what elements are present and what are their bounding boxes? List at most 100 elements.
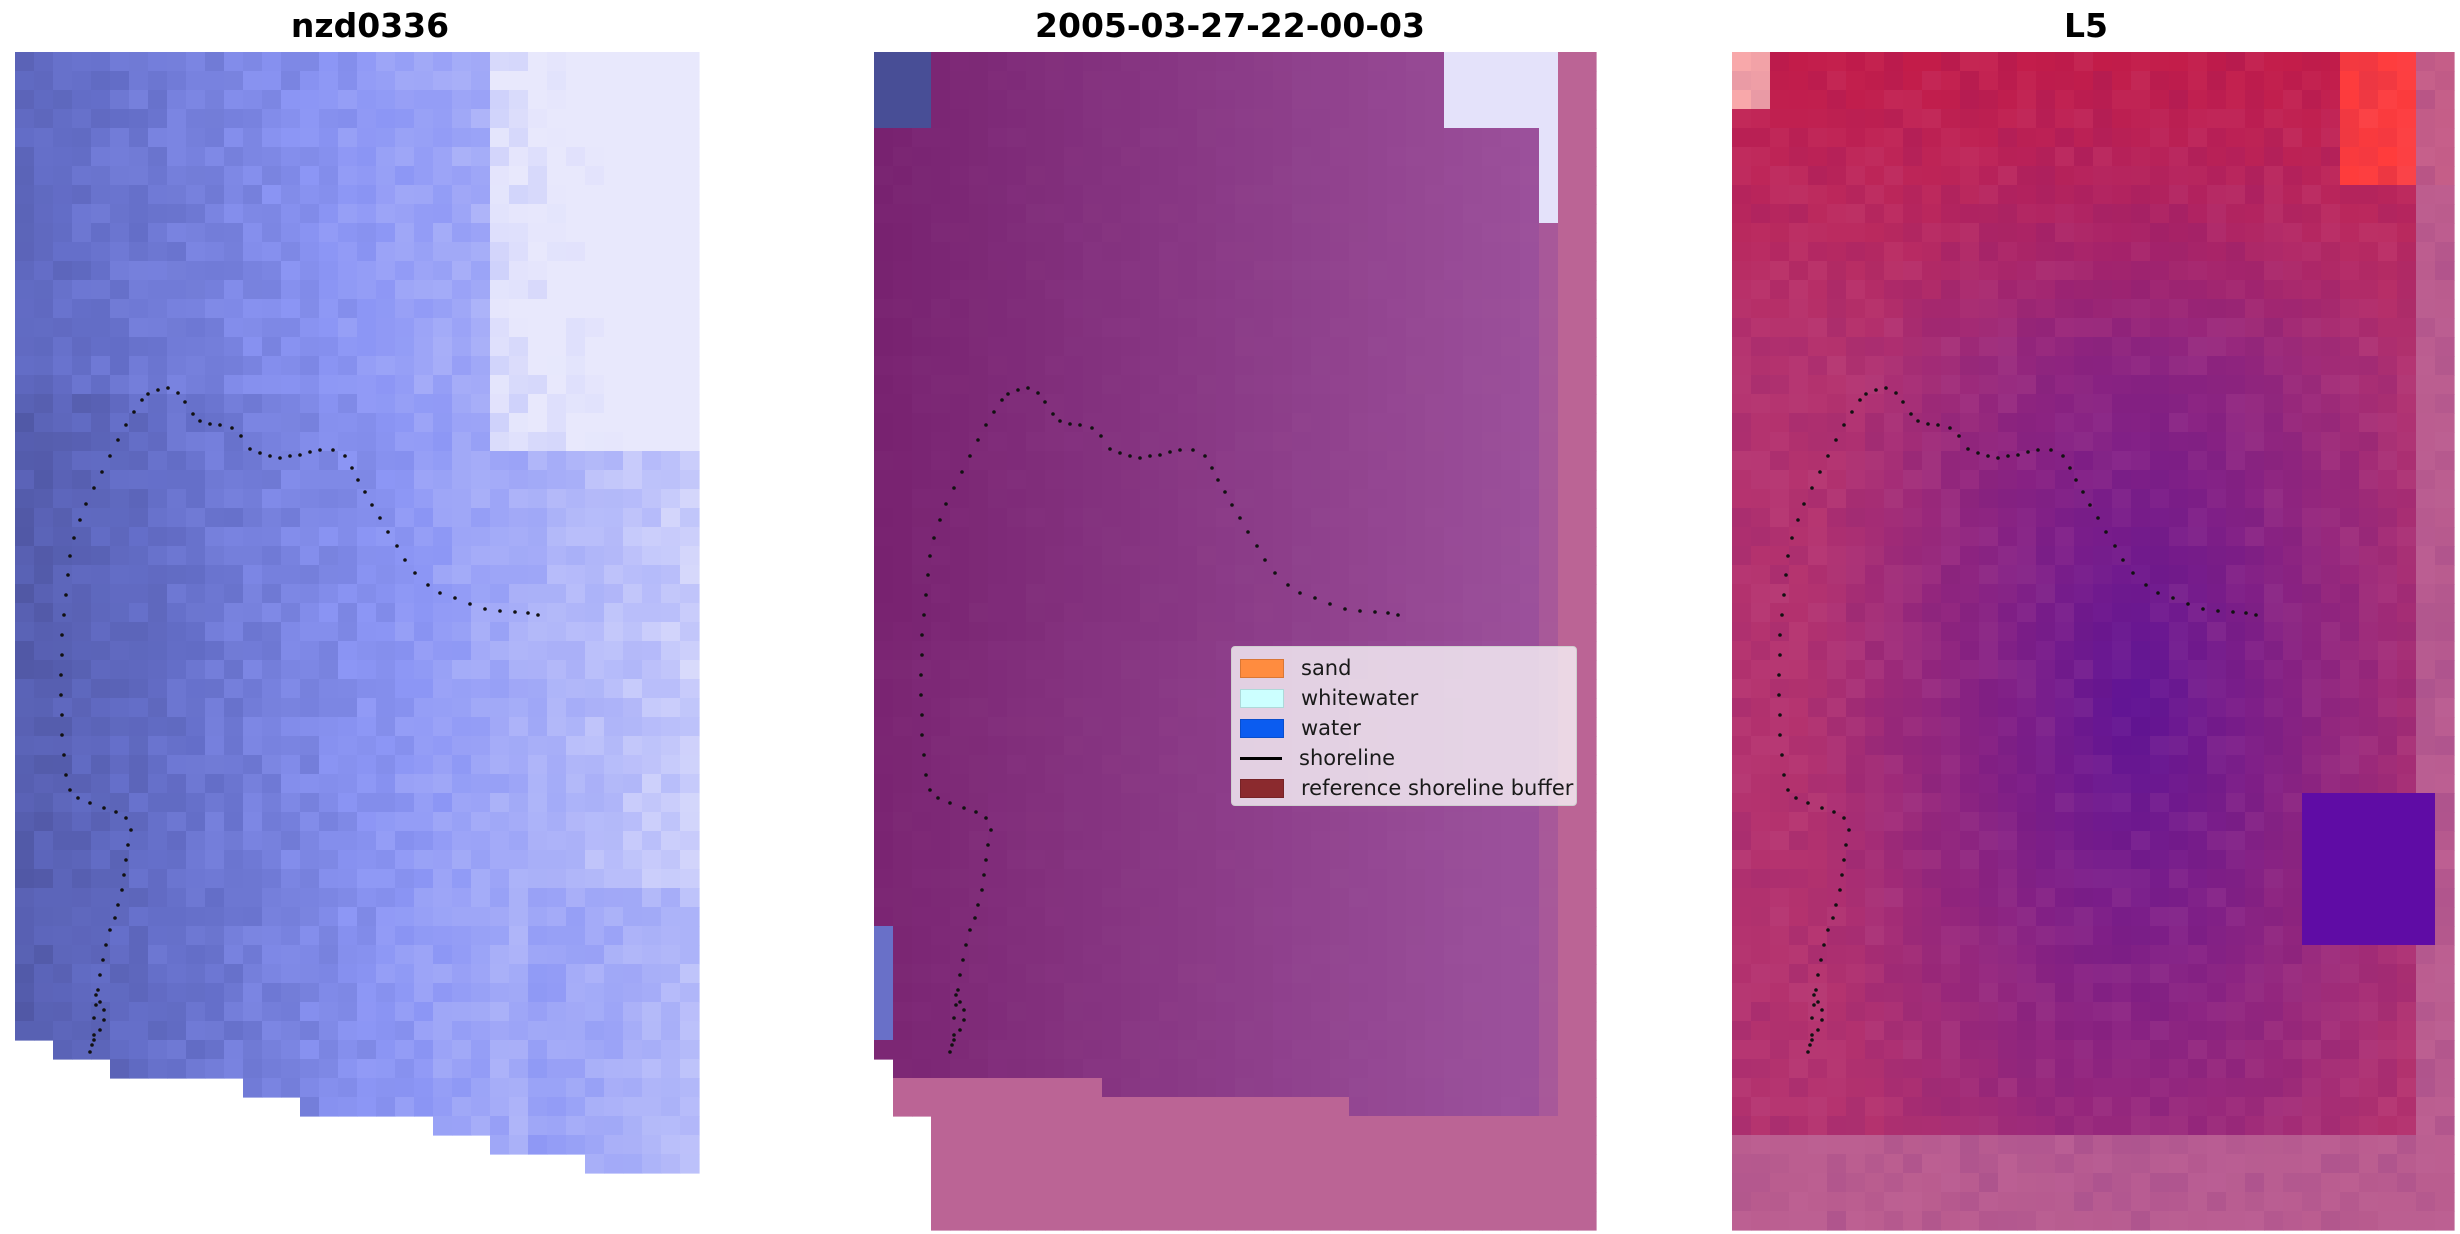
shoreline-point <box>1099 434 1103 438</box>
shoreline-point <box>120 888 124 892</box>
reference-buffer-swatch <box>1240 778 1284 798</box>
shoreline-point <box>108 928 112 932</box>
shoreline-point <box>76 796 80 800</box>
shoreline-point <box>1006 392 1010 396</box>
shoreline-point <box>928 788 932 792</box>
shoreline-point <box>513 610 517 614</box>
shoreline-point <box>403 558 407 562</box>
shoreline-point <box>1818 470 1822 474</box>
shoreline-point <box>952 1016 956 1020</box>
shoreline-point <box>932 536 936 540</box>
shoreline-point <box>116 903 120 907</box>
shoreline-point <box>956 988 960 992</box>
shoreline-point <box>1043 400 1047 404</box>
shoreline-point <box>218 423 222 427</box>
shoreline-point <box>1806 801 1810 805</box>
shoreline-point <box>1016 388 1020 392</box>
shoreline-point <box>98 1000 102 1004</box>
shoreline-point <box>1178 448 1182 452</box>
shoreline-point <box>1203 454 1207 458</box>
shoreline-point <box>298 453 302 457</box>
shoreline-point <box>952 1038 956 1042</box>
shoreline-point <box>343 454 347 458</box>
shoreline-point <box>453 596 457 600</box>
shoreline-point <box>1168 450 1172 454</box>
shoreline-point <box>1850 410 1854 414</box>
shoreline-point <box>258 451 262 455</box>
shoreline-point <box>1826 928 1830 932</box>
shoreline-point <box>92 1033 96 1037</box>
shoreline-point <box>973 916 977 920</box>
shoreline-point <box>1158 453 1162 457</box>
shoreline-point <box>1358 609 1362 613</box>
shoreline-point <box>96 988 100 992</box>
shoreline-point <box>948 1050 952 1054</box>
shoreline-point <box>1298 591 1302 595</box>
shoreline-point <box>1808 1043 1812 1047</box>
shoreline-point <box>1819 958 1823 962</box>
shoreline-point <box>1834 903 1838 907</box>
shoreline-point <box>1273 571 1277 575</box>
shoreline-point <box>1068 422 1072 426</box>
shoreline-point <box>1810 1038 1814 1042</box>
shoreline-point <box>1884 386 1888 390</box>
shoreline-point <box>1138 456 1142 460</box>
shoreline-point <box>239 434 243 438</box>
shoreline-point <box>1778 713 1782 717</box>
shoreline-point <box>183 400 187 404</box>
shoreline-point <box>968 454 972 458</box>
shoreline-point <box>1210 466 1214 470</box>
shoreline-point <box>1812 1003 1816 1007</box>
shoreline-point <box>230 426 234 430</box>
shoreline-point <box>2006 454 2010 458</box>
shoreline-point <box>982 873 986 877</box>
shoreline-point <box>62 753 66 757</box>
shoreline-point <box>1844 843 1848 847</box>
shoreline-point <box>1790 536 1794 540</box>
shoreline-point <box>1108 447 1112 451</box>
shoreline-point <box>90 1043 94 1047</box>
shoreline-point <box>1786 554 1790 558</box>
shoreline-point <box>370 503 374 507</box>
shoreline-point <box>1826 454 1830 458</box>
shoreline-point <box>318 448 322 452</box>
shoreline-point <box>992 410 996 414</box>
shoreline-point <box>1782 773 1786 777</box>
shoreline-point <box>386 530 390 534</box>
shoreline-point <box>59 693 63 697</box>
whitewater-swatch <box>1240 688 1284 708</box>
shoreline-point <box>922 753 926 757</box>
shoreline-point <box>98 973 102 977</box>
shoreline-point <box>962 1008 966 1012</box>
shoreline-point <box>2171 596 2175 600</box>
shoreline-point <box>2121 558 2125 562</box>
shoreline-point <box>2096 516 2100 520</box>
shoreline-point <box>94 993 98 997</box>
shoreline-point <box>72 536 76 540</box>
shoreline-point <box>1966 447 1970 451</box>
shoreline-point <box>468 602 472 606</box>
shoreline-point <box>1313 596 1317 600</box>
shoreline-point <box>268 454 272 458</box>
shoreline-point <box>92 486 96 490</box>
shoreline-point <box>1386 611 1390 615</box>
shoreline-point <box>308 450 312 454</box>
shoreline-point <box>938 518 942 522</box>
shoreline-point <box>356 478 360 482</box>
shoreline-point <box>986 843 990 847</box>
shoreline-point <box>2088 503 2092 507</box>
shoreline-point <box>2201 607 2205 611</box>
shoreline-point <box>1874 388 1878 392</box>
shoreline-point <box>2186 602 2190 606</box>
shoreline-point <box>2216 609 2220 613</box>
shoreline-point <box>2156 591 2160 595</box>
shoreline-point <box>984 816 988 820</box>
shoreline-point <box>1782 593 1786 597</box>
shoreline-point <box>1000 398 1004 402</box>
shoreline-point <box>1396 613 1400 617</box>
shoreline-point <box>1806 1050 1810 1054</box>
shoreline-point <box>952 486 956 490</box>
shoreline-point <box>1916 419 1920 423</box>
legend-item-shoreline: shoreline <box>1240 743 1395 773</box>
shoreline-point <box>919 693 923 697</box>
